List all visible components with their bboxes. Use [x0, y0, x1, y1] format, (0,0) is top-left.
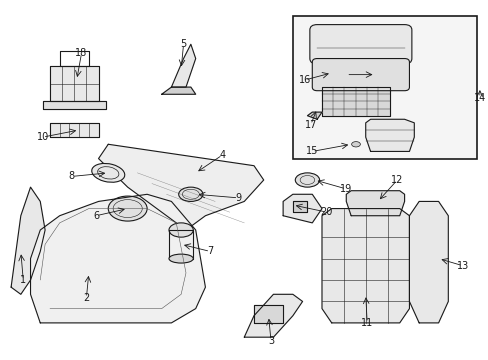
Text: 3: 3: [267, 336, 273, 346]
Ellipse shape: [351, 141, 360, 147]
Ellipse shape: [178, 187, 203, 202]
Polygon shape: [321, 87, 389, 116]
Polygon shape: [321, 208, 408, 323]
Polygon shape: [244, 294, 302, 337]
Text: 11: 11: [360, 318, 372, 328]
Polygon shape: [50, 66, 99, 102]
Text: 9: 9: [235, 193, 241, 203]
FancyBboxPatch shape: [312, 59, 408, 91]
Polygon shape: [162, 87, 195, 94]
Text: 18: 18: [75, 48, 87, 58]
Ellipse shape: [169, 254, 193, 263]
Text: 8: 8: [69, 171, 75, 181]
Polygon shape: [283, 194, 321, 223]
Polygon shape: [171, 44, 195, 87]
Text: 16: 16: [298, 75, 310, 85]
Text: 17: 17: [304, 120, 316, 130]
Polygon shape: [42, 102, 105, 109]
Polygon shape: [253, 305, 283, 323]
Polygon shape: [30, 194, 205, 323]
Ellipse shape: [108, 196, 147, 221]
Polygon shape: [50, 123, 99, 137]
Text: 6: 6: [93, 211, 99, 221]
Ellipse shape: [92, 163, 124, 182]
Polygon shape: [99, 144, 263, 230]
Polygon shape: [292, 202, 307, 212]
Polygon shape: [346, 191, 404, 216]
Polygon shape: [11, 187, 45, 294]
Text: 20: 20: [320, 207, 332, 217]
Bar: [292, 16, 476, 158]
Text: 7: 7: [207, 247, 213, 256]
Polygon shape: [408, 202, 447, 323]
Ellipse shape: [295, 173, 319, 187]
Text: 1: 1: [20, 275, 26, 285]
Text: 12: 12: [390, 175, 403, 185]
Polygon shape: [307, 112, 321, 119]
Polygon shape: [365, 119, 413, 152]
Text: 13: 13: [456, 261, 468, 271]
Text: 14: 14: [473, 93, 485, 103]
Text: 4: 4: [219, 150, 225, 160]
FancyBboxPatch shape: [309, 24, 411, 64]
Text: 10: 10: [37, 132, 49, 142]
Ellipse shape: [169, 223, 193, 237]
Polygon shape: [169, 230, 193, 258]
Text: 2: 2: [83, 293, 89, 303]
Text: 15: 15: [305, 147, 318, 157]
Text: 5: 5: [180, 39, 186, 49]
Text: 19: 19: [340, 184, 352, 194]
